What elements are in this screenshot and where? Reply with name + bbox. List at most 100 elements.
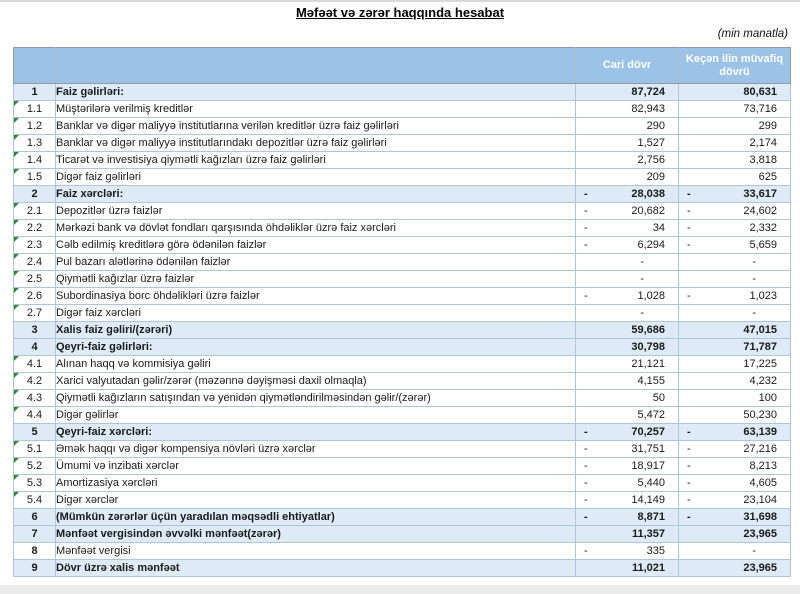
value: 1,527	[637, 137, 665, 149]
value: 625	[758, 171, 777, 183]
previous-period-value-cell: 299	[678, 117, 791, 135]
value: 17,225	[743, 358, 777, 370]
cell-corner-marker-icon	[14, 118, 19, 123]
negative-sign: -	[584, 494, 588, 506]
value: 71,787	[743, 341, 777, 353]
value: 2,174	[749, 137, 777, 149]
table-row: 1.3 Banklar və digər maliyyə institutları…	[13, 134, 791, 152]
value: 73,716	[743, 103, 777, 115]
row-label-cell: Qiymətli kağızlar üzrə faizlər	[55, 270, 576, 288]
value: 11,357	[631, 528, 665, 540]
value: 59,686	[631, 324, 665, 336]
table-row: 1.5 Digər faiz gəlirləri 209 625	[13, 168, 791, 186]
table-header: Cari dövr Keçən ilin müvafiq dövrü	[13, 47, 791, 84]
cell-corner-marker-icon	[14, 254, 19, 259]
row-number: 4	[31, 341, 38, 353]
cell-corner-marker-icon	[14, 169, 19, 174]
cell-corner-marker-icon	[14, 237, 19, 242]
row-label: Qiymətli kağızların satışından və yenidə…	[56, 392, 431, 404]
row-label-cell: Alınan haqq və kommisiya gəliri	[55, 355, 576, 373]
current-period-value-cell: - 70,257	[575, 423, 679, 441]
current-period-value-cell: - 6,294	[575, 236, 679, 254]
row-label: Alınan haqq və kommisiya gəliri	[56, 358, 211, 370]
value: 24,602	[743, 205, 777, 217]
row-label-cell: Müştərilərə verilmiş kreditlər	[55, 100, 576, 118]
row-label-cell: (Mümkün zərərlər üçün yaradılan məqsədli…	[55, 508, 576, 526]
row-number: 1.4	[26, 154, 43, 166]
current-period-value-cell: -	[575, 304, 679, 322]
row-number-cell: 2	[13, 185, 56, 203]
value: 1,028	[637, 290, 665, 302]
cell-corner-marker-icon	[14, 271, 19, 276]
row-number-cell: 2.6	[13, 287, 56, 305]
row-label: Cəlb edilmiş kreditlərə görə ödənilən fa…	[56, 239, 267, 251]
row-number: 8	[31, 545, 38, 557]
row-label-cell: Subordinasiya borc öhdəlikləri üzrə faiz…	[55, 287, 576, 305]
previous-period-value-cell: 73,716	[678, 100, 791, 118]
row-number: 4.1	[26, 358, 43, 370]
table-row: 5.3 Amortizasiya xərcləri - 5,440 - 4,605	[13, 474, 791, 492]
cell-corner-marker-icon	[14, 288, 19, 293]
row-number-cell: 2.7	[13, 304, 56, 322]
value: 290	[646, 120, 665, 132]
current-period-value-cell: - 18,917	[575, 457, 679, 475]
table-row: 4 Qeyri-faiz gəlirləri: 30,798 71,787	[13, 338, 791, 356]
row-label: Subordinasiya borc öhdəlikləri üzrə faiz…	[56, 290, 260, 302]
current-period-value-cell: 2,756	[575, 151, 679, 169]
value: 50	[652, 392, 665, 404]
value: 5,472	[637, 409, 665, 421]
row-label-cell: Pul bazarı alətlərinə ödənilən faizlər	[55, 253, 576, 271]
value: 80,631	[743, 86, 777, 98]
cell-corner-marker-icon	[14, 135, 19, 140]
row-number: 2.1	[26, 205, 43, 217]
previous-period-value-cell: - 4,605	[678, 474, 791, 492]
table-row: 2.7 Digər faiz xərcləri - -	[13, 304, 791, 322]
value: 2,756	[637, 154, 665, 166]
row-number: 4.2	[26, 375, 43, 387]
previous-period-value-cell: - 27,216	[678, 440, 791, 458]
previous-period-value-cell: 625	[678, 168, 791, 186]
row-label: Pul bazarı alətlərinə ödənilən faizlər	[56, 256, 231, 268]
table-row: 6 (Mümkün zərərlər üçün yaradılan məqsədl…	[13, 508, 791, 526]
row-label: Mərkəzi bank və dövlət fondları qarşısın…	[56, 222, 396, 234]
row-number: 2	[31, 188, 38, 200]
negative-sign: -	[687, 426, 691, 438]
table-row: 1.1 Müştərilərə verilmiş kreditlər 82,943 7…	[13, 100, 791, 118]
value: -	[752, 273, 756, 285]
row-label: Mənfəət vergisi	[56, 545, 131, 557]
current-period-value-cell: 50	[575, 389, 679, 407]
row-number-cell: 7	[13, 525, 56, 543]
row-label: Digər gəlirlər	[56, 409, 119, 421]
cell-corner-marker-icon	[14, 101, 19, 106]
negative-sign: -	[584, 443, 588, 455]
cell-corner-marker-icon	[14, 458, 19, 463]
value: 3,818	[749, 154, 777, 166]
previous-period-value-cell: -	[678, 304, 791, 322]
row-label: Digər faiz gəlirləri	[56, 171, 141, 183]
row-label-cell: Xalis faiz gəliri/(zərəri)	[55, 321, 576, 339]
row-label: Əmək haqqı və digər kompensiya növləri ü…	[56, 443, 316, 455]
row-label: Qeyri-faiz gəlirləri:	[56, 341, 153, 353]
row-label: Dövr üzrə xalis mənfəət	[56, 562, 180, 574]
row-number: 5.4	[26, 494, 43, 506]
current-period-value-cell: - 335	[575, 542, 679, 560]
row-label: Banklar və digər maliyyə institutlarında…	[56, 137, 387, 149]
negative-sign: -	[584, 239, 588, 251]
cell-corner-marker-icon	[14, 152, 19, 157]
table-row: 8 Mənfəət vergisi - 335 -	[13, 542, 791, 560]
current-period-value-cell: 59,686	[575, 321, 679, 339]
current-period-value-cell: - 1,028	[575, 287, 679, 305]
previous-period-value-cell: 23,965	[678, 559, 791, 577]
table-row: 4.3 Qiymətli kağızların satışından və yen…	[13, 389, 791, 407]
value: 20,682	[631, 205, 665, 217]
value: 63,139	[743, 426, 777, 438]
row-label-cell: Digər faiz xərcləri	[55, 304, 576, 322]
current-period-value-cell: - 20,682	[575, 202, 679, 220]
current-period-value-cell: 11,021	[575, 559, 679, 577]
table-row: 5.1 Əmək haqqı və digər kompensiya növlər…	[13, 440, 791, 458]
value: 299	[758, 120, 777, 132]
row-number-cell: 2.1	[13, 202, 56, 220]
row-number: 2.3	[26, 239, 43, 251]
row-label: Digər xərclər	[56, 494, 119, 506]
previous-period-value-cell: 4,232	[678, 372, 791, 390]
